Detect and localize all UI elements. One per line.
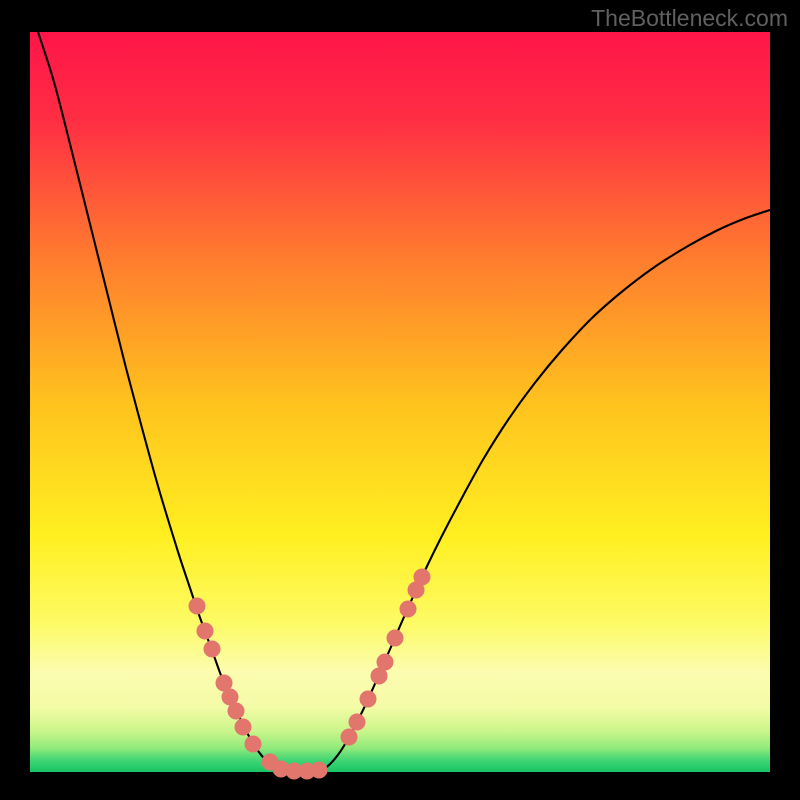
marker-dot (311, 762, 327, 778)
marker-dot (400, 601, 416, 617)
marker-dot (414, 569, 430, 585)
chart-stage: TheBottleneck.com (0, 0, 800, 800)
marker-dots (0, 0, 800, 800)
marker-dot (197, 623, 213, 639)
watermark-text: TheBottleneck.com (591, 5, 788, 32)
marker-dot (189, 598, 205, 614)
marker-dot (228, 703, 244, 719)
marker-dot (360, 691, 376, 707)
marker-dot (377, 654, 393, 670)
marker-dot (387, 630, 403, 646)
marker-dot (204, 641, 220, 657)
marker-dot (235, 719, 251, 735)
marker-dot (341, 729, 357, 745)
marker-dot (245, 736, 261, 752)
marker-dot (349, 714, 365, 730)
